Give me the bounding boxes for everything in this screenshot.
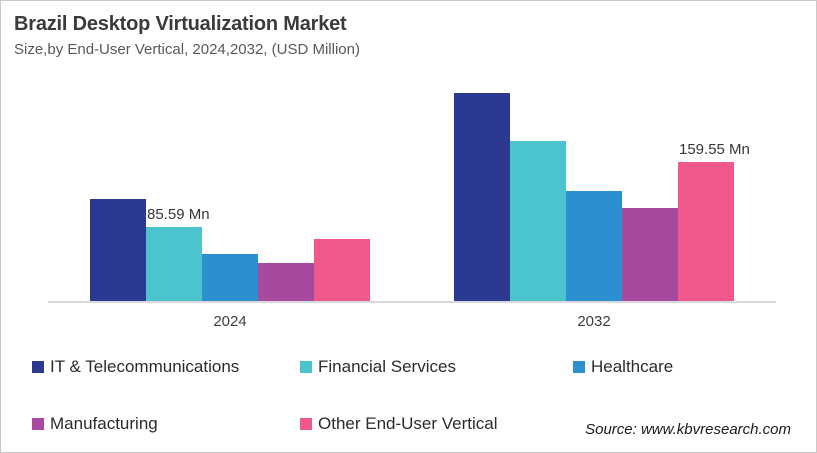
legend-swatch-it-telecommunications [32, 361, 44, 373]
legend-swatch-manufacturing [32, 418, 44, 430]
legend-swatch-other-end-user-vertical [300, 418, 312, 430]
x-axis-line [48, 301, 776, 303]
bar-financial-services-2032 [510, 140, 566, 302]
legend-label-other-end-user-vertical: Other End-User Vertical [318, 414, 498, 433]
legend-label-manufacturing: Manufacturing [50, 414, 158, 433]
chart-title: Brazil Desktop Virtualization Market [14, 13, 347, 35]
bar-manufacturing-2024 [258, 263, 314, 302]
bar-other-end-user-vertical-2024 [314, 239, 370, 302]
legend-item-it-telecommunications: IT & Telecommunications [32, 357, 239, 377]
legend-item-manufacturing: Manufacturing [32, 414, 158, 434]
legend-label-financial-services: Financial Services [318, 357, 456, 376]
legend-swatch-healthcare [573, 361, 585, 373]
data-label-financial-services-2024: 85.59 Mn [147, 205, 210, 223]
legend-label-healthcare: Healthcare [591, 357, 674, 376]
legend-swatch-financial-services [300, 361, 312, 373]
bar-it-telecommunications-2024 [90, 198, 146, 302]
bar-it-telecommunications-2032 [454, 92, 510, 302]
source-note: Source: www.kbvresearch.com [585, 421, 791, 438]
legend-item-other-end-user-vertical: Other End-User Vertical [300, 414, 498, 434]
bar-other-end-user-vertical-2032 [678, 162, 734, 302]
x-axis-label-2032: 2032 [577, 313, 611, 330]
bar-financial-services-2024 [146, 226, 202, 302]
bar-group-2024 [90, 198, 370, 302]
legend-item-healthcare: Healthcare [573, 357, 673, 377]
x-axis-label-2024: 2024 [213, 313, 247, 330]
bar-group-2032 [454, 92, 734, 302]
bar-manufacturing-2032 [622, 207, 678, 302]
bar-healthcare-2024 [202, 254, 258, 302]
chart-subtitle: Size,by End-User Vertical, 2024,2032, (U… [14, 41, 360, 58]
bar-healthcare-2032 [566, 190, 622, 302]
data-label-other-end-user-vertical-2032: 159.55 Mn [679, 141, 750, 159]
legend-label-it-telecommunications: IT & Telecommunications [50, 357, 240, 376]
legend-item-financial-services: Financial Services [300, 357, 456, 377]
